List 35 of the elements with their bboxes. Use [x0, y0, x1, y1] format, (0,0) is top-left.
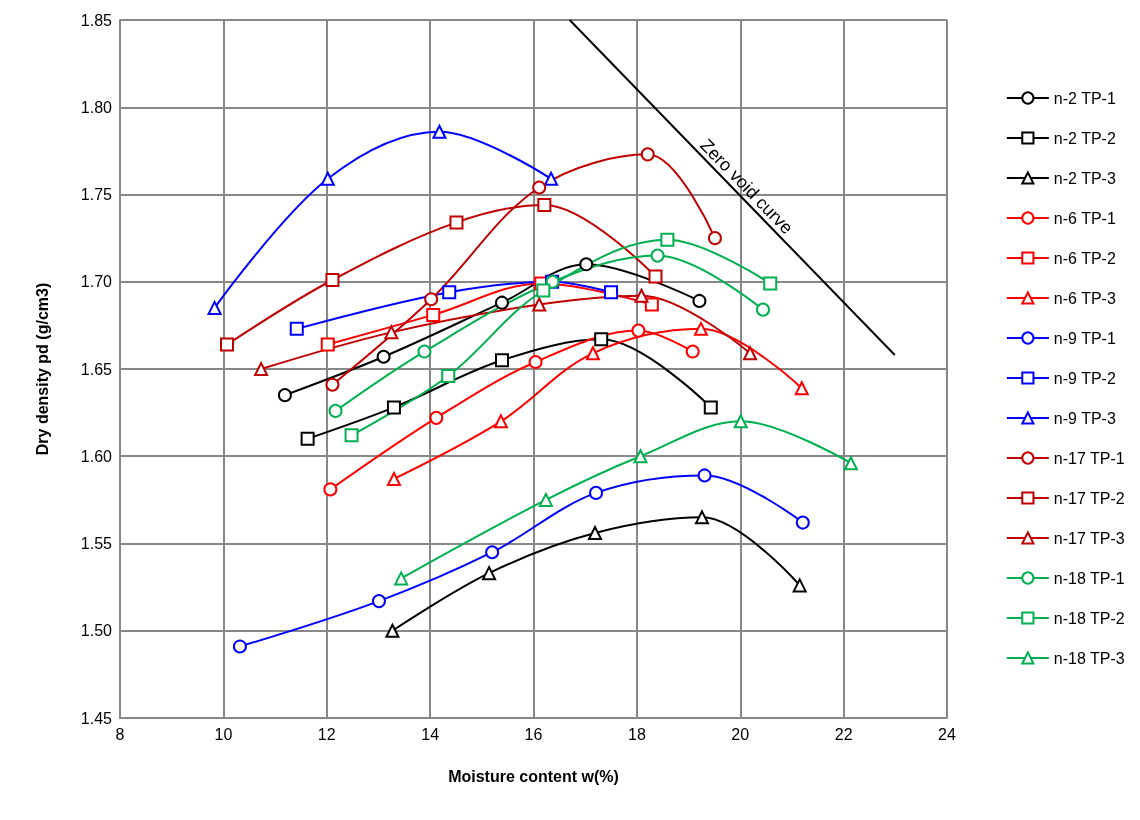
y-tick-label: 1.65: [80, 360, 113, 378]
legend-label: n-6 TP-3: [1053, 289, 1116, 307]
legend-label: n-2 TP-1: [1053, 89, 1116, 107]
legend-label: n-9 TP-1: [1053, 329, 1116, 347]
y-tick-label: 1.55: [80, 535, 113, 552]
x-tick-label: 8: [115, 725, 125, 743]
x-tick-label: 14: [421, 725, 440, 743]
legend-label: n-18 TP-3: [1053, 649, 1125, 667]
legend-label: n-17 TP-2: [1053, 489, 1125, 507]
y-tick-label: 1.85: [80, 11, 113, 29]
x-tick-label: 22: [834, 725, 853, 743]
x-axis-title: Moisture content w(%): [448, 767, 619, 785]
legend-label: n-17 TP-3: [1053, 529, 1125, 547]
legend-label: n-6 TP-2: [1053, 249, 1116, 267]
legend-label: n-6 TP-1: [1053, 209, 1116, 227]
legend-label: n-18 TP-2: [1053, 609, 1125, 627]
y-tick-label: 1.80: [80, 98, 113, 116]
y-tick-label: 1.45: [80, 709, 113, 727]
legend-label: n-18 TP-1: [1053, 569, 1125, 587]
x-tick-label: 10: [214, 725, 233, 743]
legend-label: n-9 TP-3: [1053, 409, 1116, 427]
y-tick-label: 1.75: [80, 186, 113, 203]
legend-label: n-9 TP-2: [1053, 369, 1116, 387]
x-tick-label: 18: [627, 725, 646, 743]
y-tick-label: 1.70: [80, 273, 113, 291]
x-tick-label: 16: [524, 725, 543, 743]
legend-label: n-17 TP-1: [1053, 449, 1125, 467]
legend-label: n-2 TP-2: [1053, 129, 1116, 147]
legend-label: n-2 TP-3: [1053, 169, 1116, 187]
x-tick-label: 20: [731, 725, 750, 743]
x-tick-label: 24: [938, 725, 956, 743]
y-tick-label: 1.60: [80, 447, 113, 465]
y-tick-label: 1.50: [80, 622, 113, 640]
y-axis-title: Dry density pd (g/cm3): [33, 282, 51, 456]
x-tick-label: 12: [317, 725, 336, 743]
